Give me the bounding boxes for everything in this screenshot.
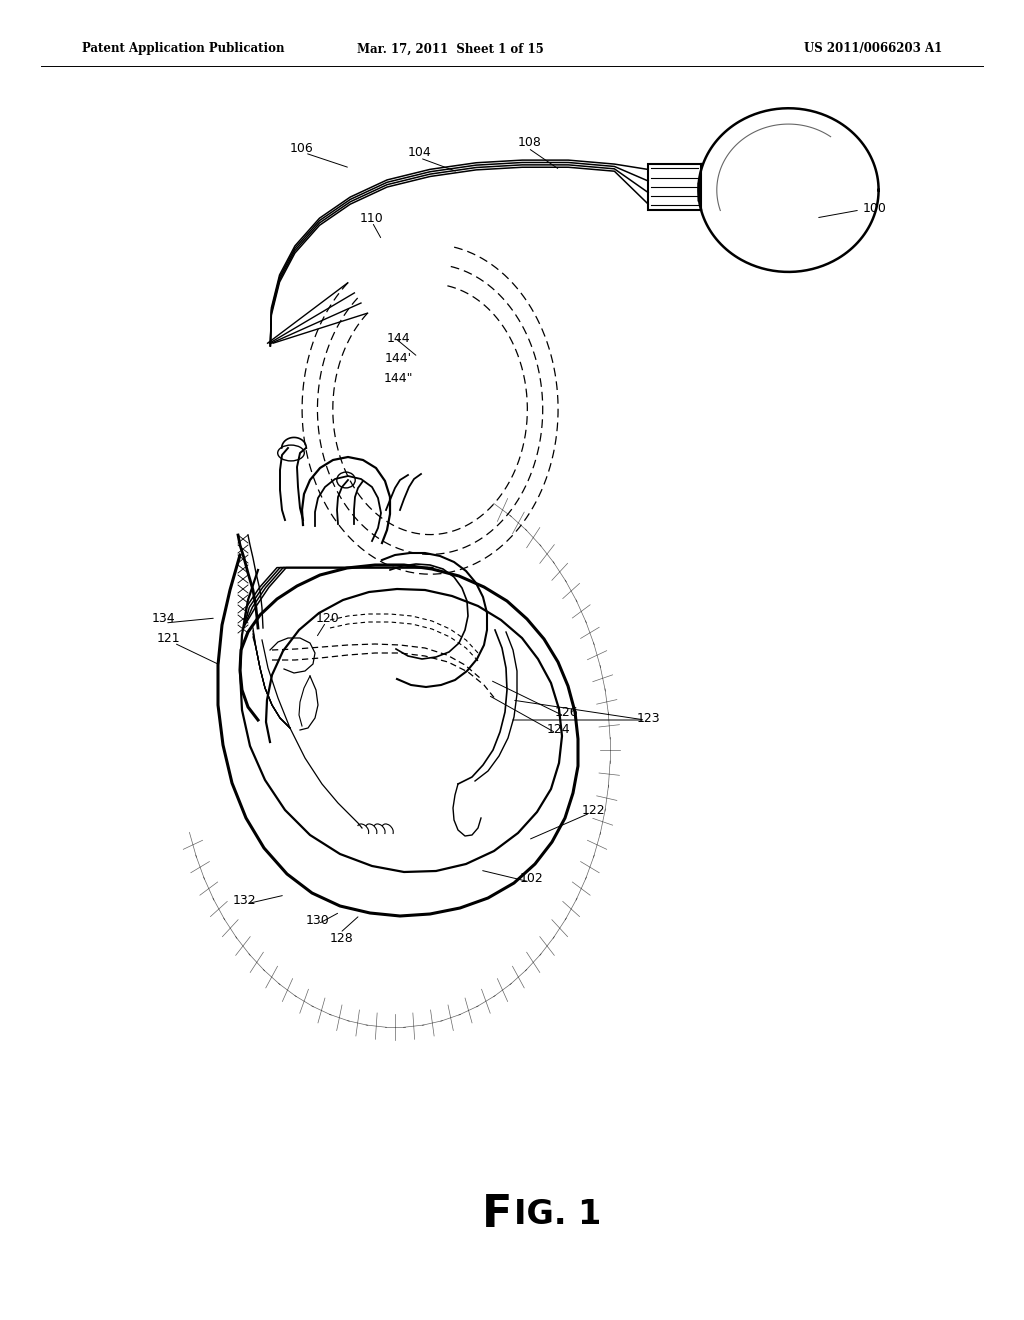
Text: F: F [481,1193,512,1236]
Text: 100: 100 [863,202,887,214]
Ellipse shape [278,445,304,461]
Text: 120: 120 [316,611,340,624]
Text: 110: 110 [360,211,384,224]
Text: 126: 126 [554,706,578,719]
Text: Mar. 17, 2011  Sheet 1 of 15: Mar. 17, 2011 Sheet 1 of 15 [357,42,544,55]
Text: 122: 122 [582,804,605,817]
Text: IG. 1: IG. 1 [514,1199,601,1230]
Text: US 2011/0066203 A1: US 2011/0066203 A1 [804,42,942,55]
Text: 144": 144" [383,371,413,384]
Text: 108: 108 [518,136,542,149]
Polygon shape [648,164,701,210]
Text: 124: 124 [546,723,569,737]
Text: 106: 106 [290,141,314,154]
Text: 102: 102 [520,871,544,884]
Text: 144: 144 [386,331,410,345]
Text: 130: 130 [306,913,330,927]
Text: Patent Application Publication: Patent Application Publication [82,42,285,55]
Ellipse shape [337,473,355,488]
Text: 123: 123 [636,711,659,725]
Text: 121: 121 [157,631,180,644]
Text: 104: 104 [409,147,432,160]
Text: 128: 128 [330,932,354,945]
Text: 134: 134 [152,611,175,624]
Polygon shape [698,108,879,272]
Text: 132: 132 [232,894,256,907]
Text: 144': 144' [384,351,412,364]
